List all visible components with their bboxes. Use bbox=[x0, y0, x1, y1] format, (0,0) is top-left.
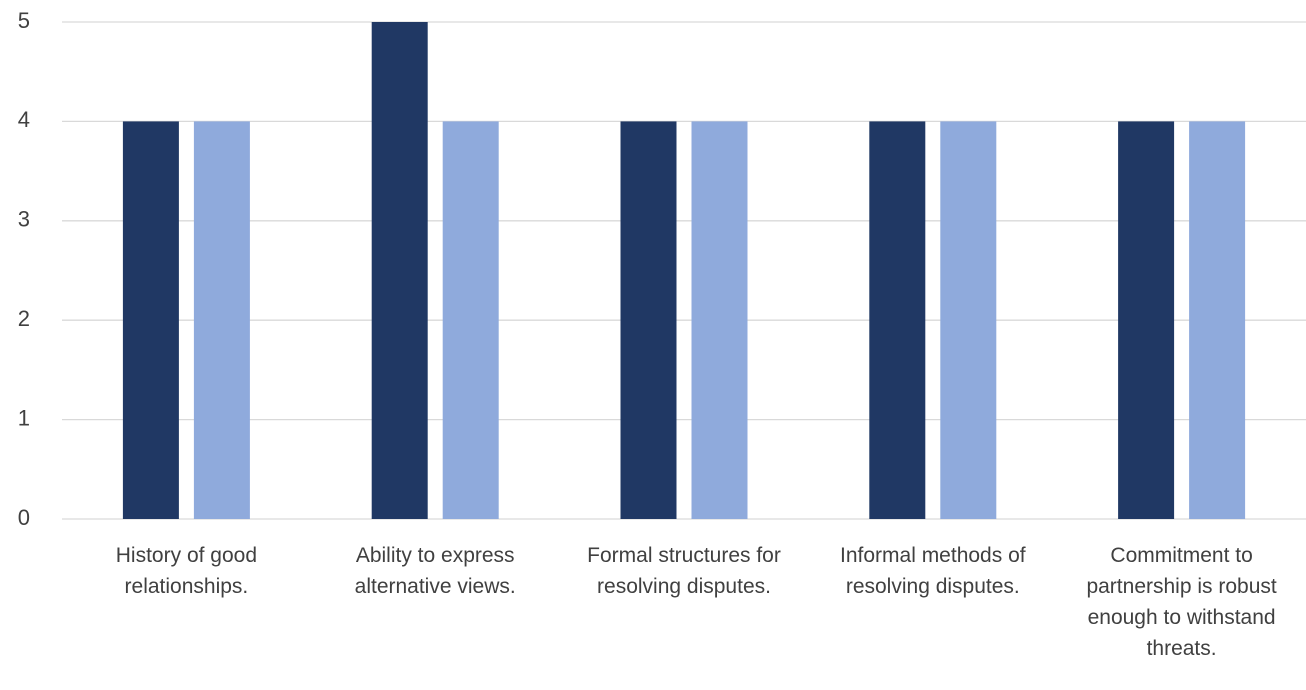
bar bbox=[371, 22, 428, 519]
bar bbox=[620, 121, 677, 520]
x-tick-label: Commitment to partnership is robust enou… bbox=[1086, 544, 1277, 660]
bar bbox=[193, 121, 250, 520]
bar bbox=[122, 121, 179, 520]
y-tick-label: 4 bbox=[18, 107, 30, 132]
y-tick-label: 1 bbox=[18, 405, 30, 430]
x-tick-label: Formal structures for resolving disputes… bbox=[587, 544, 781, 598]
y-tick-label: 5 bbox=[18, 8, 30, 33]
y-tick-label: 2 bbox=[18, 306, 30, 331]
bar bbox=[1118, 121, 1175, 520]
bar bbox=[940, 121, 997, 520]
bar bbox=[442, 121, 499, 520]
x-tick-label: Informal methods of resolving disputes. bbox=[840, 544, 1026, 598]
x-tick-label: Ability to express alternative views. bbox=[354, 544, 516, 598]
x-tick-label: History of good relationships. bbox=[115, 544, 258, 598]
bar bbox=[691, 121, 748, 520]
bar bbox=[1189, 121, 1246, 520]
y-tick-label: 0 bbox=[18, 505, 30, 530]
bar bbox=[869, 121, 926, 520]
y-tick-label: 3 bbox=[18, 207, 30, 232]
